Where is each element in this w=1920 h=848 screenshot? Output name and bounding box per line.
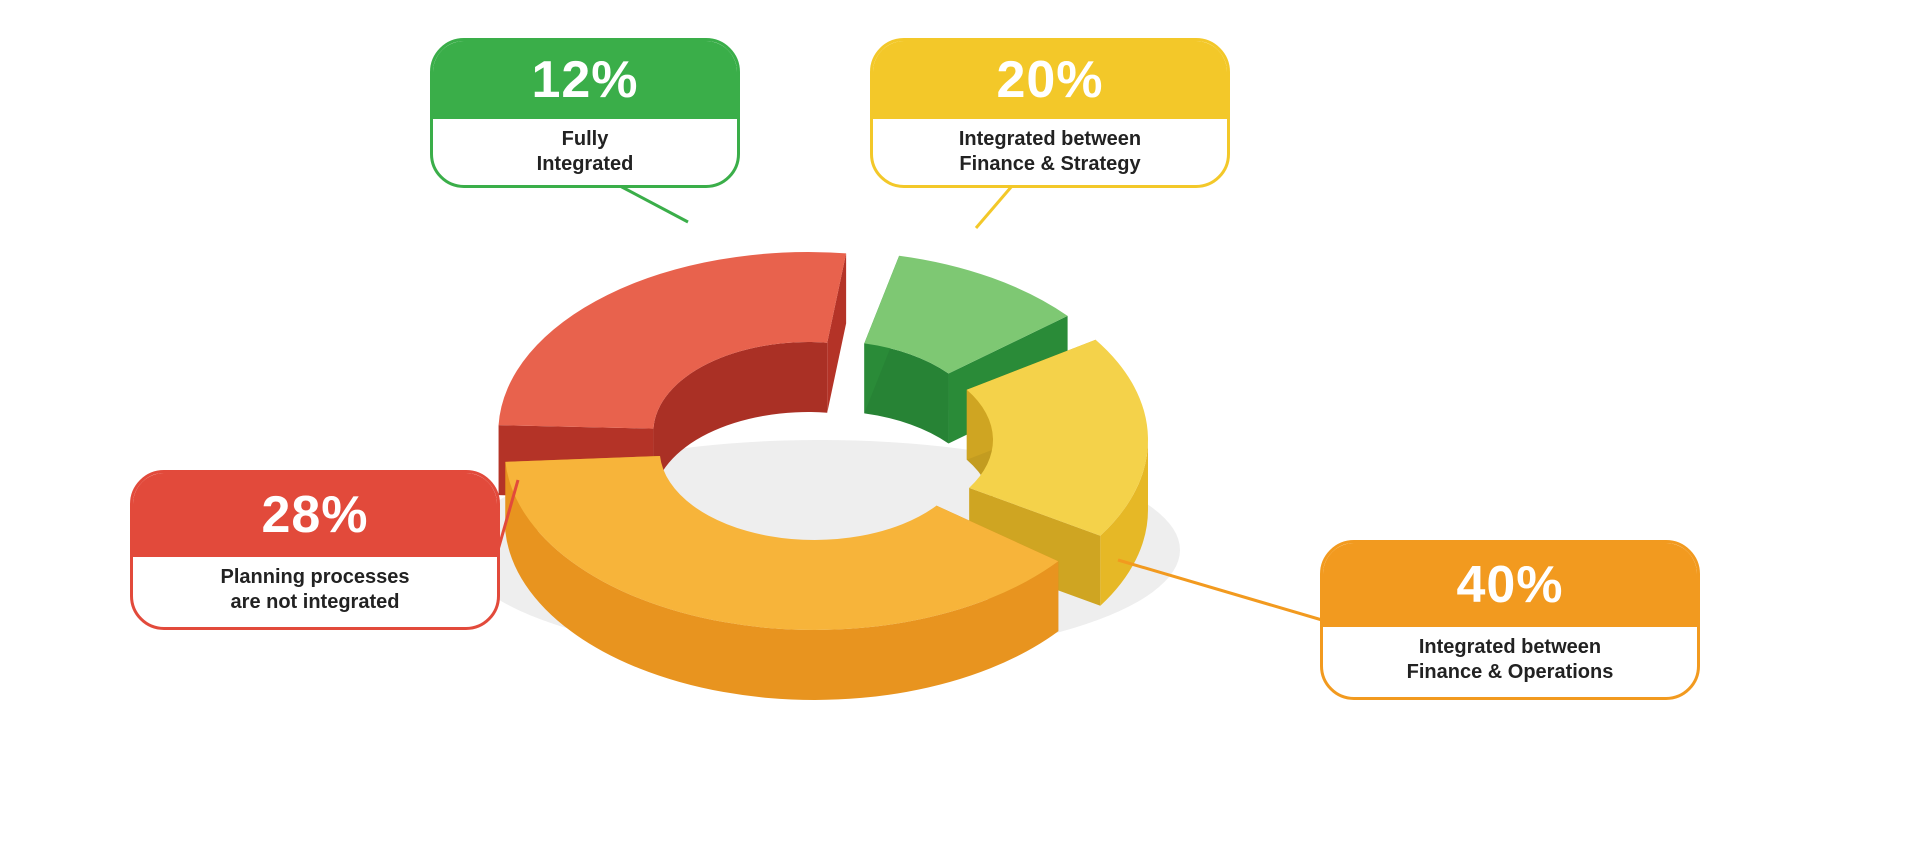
- callout-not_integrated-label-line2: are not integrated: [151, 590, 479, 615]
- callout-not_integrated: 28%Planning processesare not integrated: [130, 470, 500, 630]
- callout-finance_operations-pct: 40%: [1323, 543, 1697, 627]
- callout-finance_strategy-label-line2: Finance & Strategy: [891, 152, 1209, 177]
- callout-fully_integrated-label: FullyIntegrated: [433, 119, 737, 188]
- callout-finance_operations-label-line2: Finance & Operations: [1341, 660, 1679, 685]
- callout-not_integrated-pct: 28%: [133, 473, 497, 557]
- callout-finance_strategy-label-line1: Integrated between: [891, 127, 1209, 152]
- callout-not_integrated-label-line1: Planning processes: [151, 565, 479, 590]
- callout-finance_operations: 40%Integrated betweenFinance & Operation…: [1320, 540, 1700, 700]
- donut-chart-stage: 12%FullyIntegrated20%Integrated betweenF…: [0, 0, 1920, 848]
- callout-finance_strategy-label: Integrated betweenFinance & Strategy: [873, 119, 1227, 188]
- callout-finance_strategy: 20%Integrated betweenFinance & Strategy: [870, 38, 1230, 188]
- leader-fully_integrated: [620, 186, 688, 222]
- callout-finance_operations-label-line1: Integrated between: [1341, 635, 1679, 660]
- callout-fully_integrated-label-line2: Integrated: [451, 152, 719, 177]
- callout-not_integrated-label: Planning processesare not integrated: [133, 557, 497, 630]
- callout-fully_integrated: 12%FullyIntegrated: [430, 38, 740, 188]
- callout-fully_integrated-pct: 12%: [433, 41, 737, 119]
- callout-finance_operations-label: Integrated betweenFinance & Operations: [1323, 627, 1697, 700]
- callout-fully_integrated-label-line1: Fully: [451, 127, 719, 152]
- leader-finance_strategy: [976, 186, 1012, 228]
- callout-finance_strategy-pct: 20%: [873, 41, 1227, 119]
